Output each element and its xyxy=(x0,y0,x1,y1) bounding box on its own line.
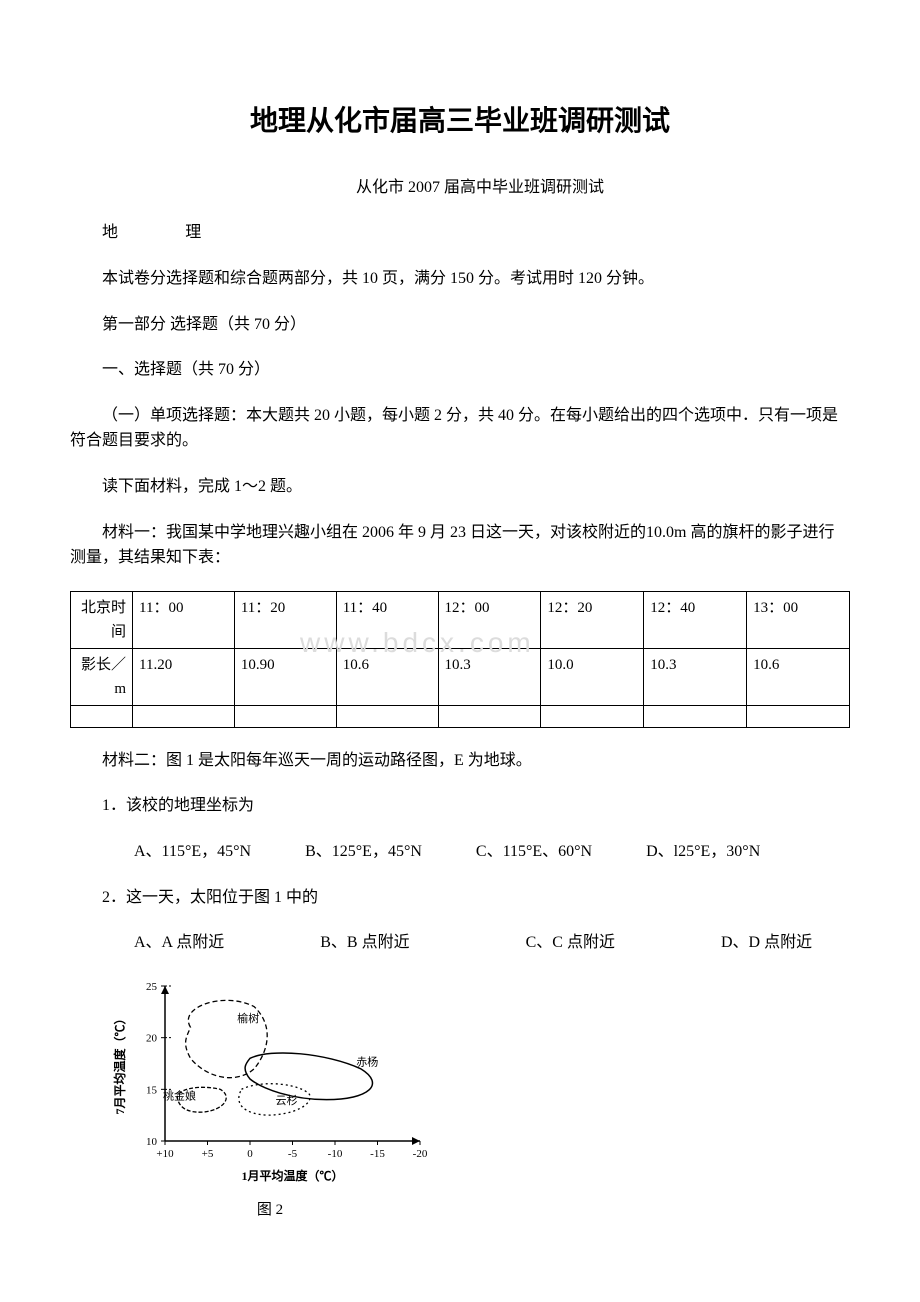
row-label: 北京时间 xyxy=(71,591,133,648)
table-cell xyxy=(336,705,438,727)
svg-text:云杉: 云杉 xyxy=(276,1093,298,1107)
material-1: 材料一：我国某中学地理兴趣小组在 2006 年 9 月 23 日这一天，对该校附… xyxy=(70,520,850,571)
svg-text:7月平均温度（℃）: 7月平均温度（℃） xyxy=(112,1012,127,1114)
table-cell: 11：00 xyxy=(133,591,235,648)
subject-line: 地 理 xyxy=(70,220,850,246)
row-label: 影长／m xyxy=(71,648,133,705)
table-cell xyxy=(234,705,336,727)
svg-text:10: 10 xyxy=(146,1136,158,1148)
table-cell: 12：40 xyxy=(644,591,747,648)
question-2: 2．这一天，太阳位于图 1 中的 xyxy=(70,885,850,911)
section-heading-1b: （一）单项选择题：本大题共 20 小题，每小题 2 分，共 40 分。在每小题给… xyxy=(70,403,850,454)
table-cell: 12：20 xyxy=(541,591,644,648)
figure-2: 10 15 20 25 +10 +5 0 -5 -10 -15 -20 1月平均温度（℃） 7月平均温度… xyxy=(110,976,430,1223)
figure-2-caption: 图 2 xyxy=(110,1198,430,1222)
svg-text:-20: -20 xyxy=(413,1148,428,1160)
table-cell: 11.20 xyxy=(133,648,235,705)
subtitle: 从化市 2007 届高中毕业班调研测试 xyxy=(70,175,850,201)
intro-text: 本试卷分选择题和综合题两部分，共 10 页，满分 150 分。考试用时 120 … xyxy=(70,266,850,292)
svg-text:1月平均温度（℃）: 1月平均温度（℃） xyxy=(241,1168,343,1183)
table-cell: 11：40 xyxy=(336,591,438,648)
material-intro: 读下面材料，完成 1～2 题。 xyxy=(70,474,850,500)
svg-text:-10: -10 xyxy=(328,1148,343,1160)
option-c: C、C 点附近 xyxy=(494,930,615,956)
option-b: B、B 点附近 xyxy=(288,930,409,956)
table-cell: 13：00 xyxy=(747,591,850,648)
table-cell xyxy=(133,705,235,727)
section-heading-1: 第一部分 选择题（共 70 分） xyxy=(70,312,850,338)
table-row: 影长／m 11.20 10.90 10.6 10.3 10.0 10.3 10.… xyxy=(71,648,850,705)
table-cell xyxy=(71,705,133,727)
table-row: 北京时间 11：00 11：20 11：40 12：00 12：20 12：40… xyxy=(71,591,850,648)
question-2-options: A、A 点附近 B、B 点附近 C、C 点附近 D、D 点附近 xyxy=(70,930,850,956)
svg-text:15: 15 xyxy=(146,1084,158,1096)
table-cell xyxy=(438,705,541,727)
material-2: 材料二：图 1 是太阳每年巡天一周的运动路径图，E 为地球。 xyxy=(70,748,850,774)
option-c: C、115°E、60°N xyxy=(444,839,592,865)
svg-text:+5: +5 xyxy=(202,1148,214,1160)
table-cell: 10.90 xyxy=(234,648,336,705)
table-cell: 10.6 xyxy=(747,648,850,705)
svg-text:20: 20 xyxy=(146,1032,158,1044)
table-cell: 10.6 xyxy=(336,648,438,705)
option-a: A、A 点附近 xyxy=(102,930,224,956)
table-row xyxy=(71,705,850,727)
table-cell: 10.3 xyxy=(644,648,747,705)
svg-text:-15: -15 xyxy=(370,1148,385,1160)
figure-2-chart: 10 15 20 25 +10 +5 0 -5 -10 -15 -20 1月平均温度（℃） 7月平均温度… xyxy=(110,976,430,1186)
table-cell xyxy=(747,705,850,727)
svg-text:25: 25 xyxy=(146,981,158,993)
document-body: 地理从化市届高三毕业班调研测试 从化市 2007 届高中毕业班调研测试 地 理 … xyxy=(70,100,850,1222)
svg-text:0: 0 xyxy=(247,1148,253,1160)
question-1: 1．该校的地理坐标为 xyxy=(70,793,850,819)
table-cell: 10.3 xyxy=(438,648,541,705)
svg-text:+10: +10 xyxy=(156,1148,174,1160)
option-b: B、125°E，45°N xyxy=(273,839,422,865)
svg-text:-5: -5 xyxy=(288,1148,298,1160)
svg-text:赤杨: 赤杨 xyxy=(356,1054,378,1068)
table-cell: 12：00 xyxy=(438,591,541,648)
option-d: D、D 点附近 xyxy=(689,930,812,956)
table-cell: 10.0 xyxy=(541,648,644,705)
section-heading-1a: 一、选择题（共 70 分） xyxy=(70,357,850,383)
option-a: A、115°E，45°N xyxy=(102,839,251,865)
table-cell xyxy=(541,705,644,727)
page-title: 地理从化市届高三毕业班调研测试 xyxy=(70,100,850,145)
question-1-options: A、115°E，45°N B、125°E，45°N C、115°E、60°N D… xyxy=(70,839,850,865)
svg-text:桃金娘: 桃金娘 xyxy=(163,1088,196,1102)
svg-text:榆树: 榆树 xyxy=(237,1011,259,1025)
table-wrap: www.bdcx.com 北京时间 11：00 11：20 11：40 12：0… xyxy=(70,591,850,728)
shadow-table: 北京时间 11：00 11：20 11：40 12：00 12：20 12：40… xyxy=(70,591,850,728)
option-d: D、l25°E，30°N xyxy=(614,839,760,865)
table-cell: 11：20 xyxy=(234,591,336,648)
table-cell xyxy=(644,705,747,727)
